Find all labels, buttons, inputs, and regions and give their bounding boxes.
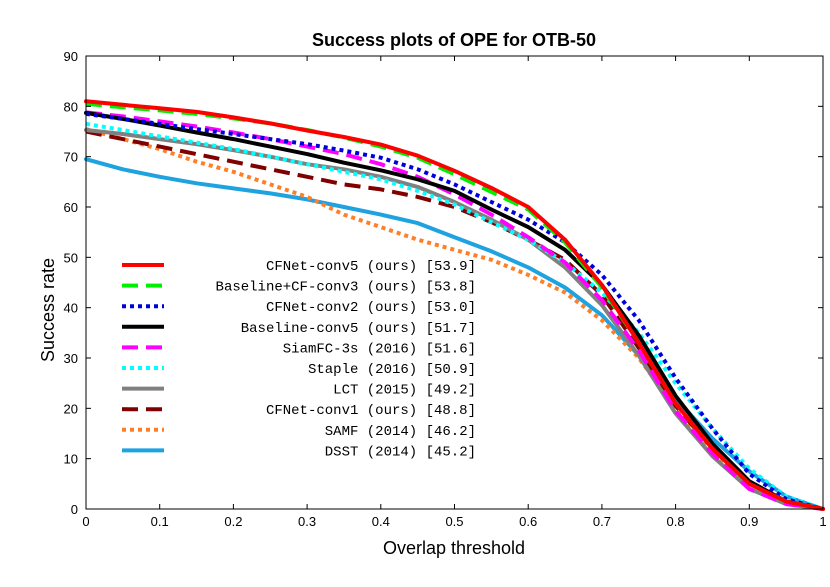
y-axis-label: Success rate (38, 258, 58, 362)
x-tick-label: 0.5 (445, 514, 463, 529)
legend-label-4: Baseline-conv5 (ours) [51.7] (241, 321, 476, 337)
legend-label-5: SiamFC-3s (2016) [51.6] (283, 341, 476, 357)
x-tick-label: 0.1 (151, 514, 169, 529)
legend-label-3: CFNet-conv2 (ours) [53.0] (266, 300, 476, 316)
y-tick-label: 20 (64, 401, 78, 416)
x-axis-label: Overlap threshold (383, 538, 525, 558)
x-tick-label: 0.7 (593, 514, 611, 529)
y-tick-label: 70 (64, 150, 78, 165)
x-tick-label: 0.4 (372, 514, 390, 529)
y-tick-label: 40 (64, 301, 78, 316)
x-tick-label: 0.2 (224, 514, 242, 529)
series-line-1 (84, 99, 825, 511)
y-tick-label: 80 (64, 99, 78, 114)
legend-label-1: CFNet-conv5 (ours) [53.9] (266, 259, 476, 275)
y-tick-label: 30 (64, 351, 78, 366)
y-tick-label: 50 (64, 250, 78, 265)
x-tick-label: 0 (82, 514, 89, 529)
legend-label-2: Baseline+CF-conv3 (ours) [53.8] (216, 280, 476, 296)
x-tick-label: 1 (819, 514, 826, 529)
x-tick-label: 0.8 (667, 514, 685, 529)
y-tick-label: 0 (71, 502, 78, 517)
x-tick-label: 0.9 (740, 514, 758, 529)
series-line-4 (84, 110, 825, 511)
series-line-3 (85, 111, 824, 511)
y-tick-label: 10 (64, 452, 78, 467)
x-tick-label: 0.6 (519, 514, 537, 529)
y-tick-label: 90 (64, 49, 78, 64)
plot-area (84, 99, 825, 511)
x-tick-label: 0.3 (298, 514, 316, 529)
legend-label-10: DSST (2014) [45.2] (325, 444, 476, 460)
series-line-5 (85, 110, 824, 511)
legend-label-7: LCT (2015) [49.2] (333, 383, 476, 399)
legend: CFNet-conv5 (ours) [53.9] Baseline+CF-con… (122, 259, 476, 460)
axes: 0 0.1 0.2 0.3 0.4 0.5 0.6 0.7 0.8 0.9 101020304050… (64, 49, 827, 529)
legend-label-8: CFNet-conv1 (ours) [48.8] (266, 403, 476, 419)
chart-title: Success plots of OPE for OTB-50 (312, 30, 596, 50)
y-tick-label: 60 (64, 200, 78, 215)
legend-label-6: Staple (2016) [50.9] (308, 362, 476, 378)
legend-label-9: SAMF (2014) [46.2] (325, 424, 476, 440)
